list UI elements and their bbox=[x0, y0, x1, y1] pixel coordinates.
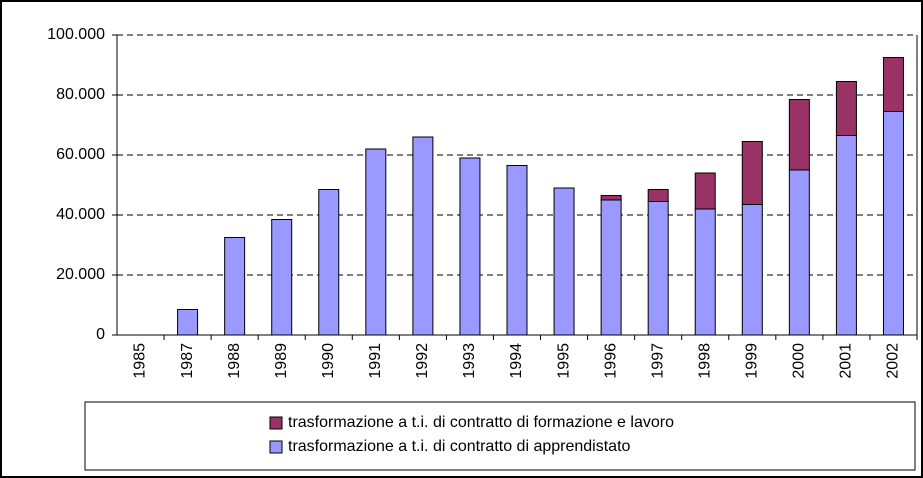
x-tick-label: 1985 bbox=[132, 343, 149, 379]
legend-label: trasformazione a t.i. di contratto di fo… bbox=[288, 414, 674, 431]
bar-segment bbox=[459, 157, 481, 336]
x-tick-label: 1993 bbox=[461, 343, 478, 379]
y-tick-label: 0 bbox=[96, 326, 105, 343]
y-tick-label: 40.000 bbox=[56, 206, 105, 223]
bar-segment bbox=[412, 136, 434, 336]
x-tick-label: 1998 bbox=[696, 343, 713, 379]
bar-segment bbox=[600, 195, 622, 201]
x-tick-label: 1988 bbox=[226, 343, 243, 379]
x-tick-label: 1997 bbox=[649, 343, 666, 379]
bar-segment bbox=[835, 135, 857, 336]
bar-segment bbox=[647, 201, 669, 336]
bar-segment bbox=[694, 208, 716, 336]
legend-box bbox=[84, 401, 916, 471]
x-tick-label: 1996 bbox=[602, 343, 619, 379]
bar-segment bbox=[835, 81, 857, 136]
bar-segment bbox=[788, 99, 810, 171]
bar-segment bbox=[600, 199, 622, 336]
bar-segment bbox=[694, 172, 716, 210]
bar-segment bbox=[553, 187, 575, 336]
y-tick-label: 20.000 bbox=[56, 266, 105, 283]
bar-segment bbox=[365, 148, 387, 336]
bar-segment bbox=[647, 189, 669, 202]
bar-segment bbox=[318, 189, 340, 336]
legend-label: trasformazione a t.i. di contratto di ap… bbox=[288, 438, 631, 455]
bar-segment bbox=[882, 57, 904, 112]
bar-segment bbox=[882, 111, 904, 336]
x-tick-label: 1995 bbox=[555, 343, 572, 379]
x-tick-label: 1989 bbox=[273, 343, 290, 379]
bar-segment bbox=[224, 237, 246, 336]
bar-segment bbox=[741, 141, 763, 205]
x-tick-label: 2002 bbox=[885, 343, 902, 379]
y-tick-label: 100.000 bbox=[47, 26, 105, 43]
x-tick-label: 1991 bbox=[367, 343, 384, 379]
x-tick-label: 1999 bbox=[744, 343, 761, 379]
bar-segment bbox=[506, 165, 528, 336]
x-tick-label: 2001 bbox=[838, 343, 855, 379]
y-tick-label: 80.000 bbox=[56, 86, 105, 103]
x-tick-label: 1992 bbox=[414, 343, 431, 379]
legend-swatch bbox=[269, 416, 283, 430]
x-tick-label: 2000 bbox=[791, 343, 808, 379]
bar-segment bbox=[788, 169, 810, 336]
bar-segment bbox=[271, 219, 293, 336]
y-tick-label: 60.000 bbox=[56, 146, 105, 163]
bar-segment bbox=[177, 309, 199, 336]
x-tick-label: 1987 bbox=[179, 343, 196, 379]
legend-swatch bbox=[269, 440, 283, 454]
bar-segment bbox=[741, 204, 763, 336]
x-tick-label: 1990 bbox=[320, 343, 337, 379]
x-tick-label: 1994 bbox=[508, 343, 525, 379]
